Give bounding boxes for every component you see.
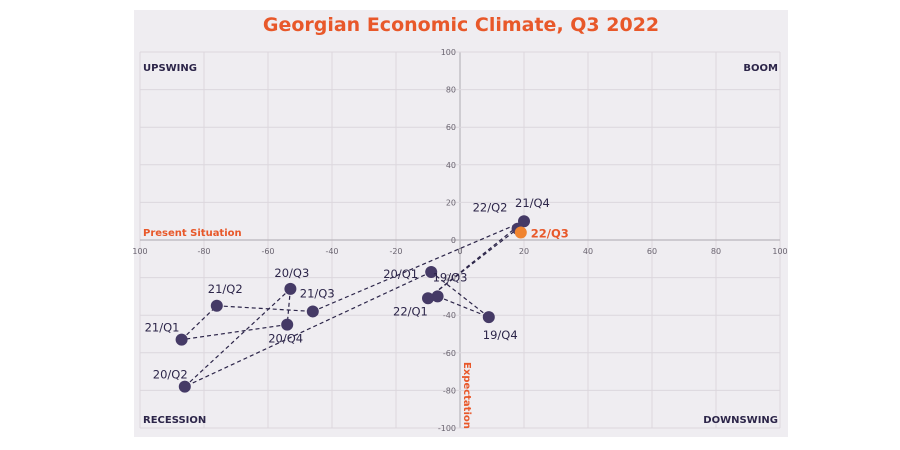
y-tick-label: 20 bbox=[446, 198, 456, 207]
connector-line bbox=[216, 305, 313, 313]
quadrant-boom: BOOM bbox=[743, 63, 778, 74]
connector-line bbox=[427, 220, 525, 299]
x-axis-label: Present Situation bbox=[143, 228, 242, 239]
data-point bbox=[422, 292, 434, 305]
connector-line bbox=[437, 295, 490, 318]
connector-line bbox=[427, 228, 518, 299]
data-point bbox=[175, 333, 188, 346]
point-label: 19/Q3 bbox=[433, 270, 468, 284]
y-tick-label: 0 bbox=[451, 236, 456, 245]
x-tick-label: -40 bbox=[325, 247, 338, 256]
data-point bbox=[178, 380, 191, 393]
x-tick-label: 20 bbox=[519, 247, 529, 256]
y-tick-label: -40 bbox=[443, 311, 456, 320]
point-label: 22/Q1 bbox=[393, 304, 428, 318]
y-tick-label: -100 bbox=[438, 424, 456, 433]
y-tick-label: -20 bbox=[443, 274, 456, 283]
y-tick-label: 80 bbox=[446, 86, 456, 95]
data-point bbox=[284, 282, 297, 295]
data-point bbox=[482, 311, 495, 324]
x-tick-label: 100 bbox=[132, 247, 147, 256]
connector-line bbox=[184, 271, 432, 388]
x-tick-label: -80 bbox=[197, 247, 210, 256]
point-label: 22/Q3 bbox=[531, 226, 569, 240]
point-label: 21/Q3 bbox=[300, 286, 335, 300]
connector-line bbox=[430, 271, 490, 318]
point-label: 21/Q1 bbox=[145, 321, 180, 335]
data-point bbox=[306, 305, 319, 318]
x-tick-label: 0 bbox=[457, 247, 462, 256]
point-label: 22/Q2 bbox=[473, 201, 508, 215]
y-tick-label: -60 bbox=[443, 349, 456, 358]
quadrant-upswing: UPSWING bbox=[143, 63, 197, 74]
y-tick-label: 100 bbox=[441, 48, 456, 57]
x-tick-label: -60 bbox=[261, 247, 274, 256]
x-tick-label: 40 bbox=[583, 247, 593, 256]
y-axis-label: Expectation bbox=[461, 362, 472, 429]
data-point bbox=[210, 299, 223, 312]
data-point bbox=[431, 290, 444, 303]
y-tick-label: 40 bbox=[446, 161, 456, 170]
y-tick-label: 60 bbox=[446, 123, 456, 132]
x-tick-label: 60 bbox=[647, 247, 657, 256]
connector-line bbox=[184, 288, 291, 388]
connector-line bbox=[181, 324, 288, 341]
chart-title: Georgian Economic Climate, Q3 2022 bbox=[262, 14, 660, 36]
y-tick-label: -80 bbox=[443, 386, 456, 395]
quadrant-downswing: DOWNSWING bbox=[703, 415, 778, 426]
quadrant-recession: RECESSION bbox=[143, 415, 206, 426]
data-point bbox=[425, 265, 438, 278]
chart-panel bbox=[134, 10, 788, 437]
point-label: 21/Q2 bbox=[208, 282, 243, 296]
x-tick-label: -20 bbox=[389, 247, 402, 256]
data-point bbox=[281, 318, 294, 331]
point-label: 20/Q2 bbox=[153, 368, 188, 382]
point-label: 21/Q4 bbox=[515, 196, 550, 210]
connector-line bbox=[312, 220, 525, 312]
x-tick-label: 80 bbox=[711, 247, 721, 256]
point-label: 20/Q3 bbox=[274, 266, 309, 280]
connector-line bbox=[181, 305, 218, 341]
point-label: 20/Q1 bbox=[383, 267, 418, 281]
data-point bbox=[514, 226, 527, 239]
point-label: 19/Q4 bbox=[483, 328, 518, 342]
point-label: 20/Q4 bbox=[268, 332, 303, 346]
x-tick-label: 100 bbox=[772, 247, 787, 256]
